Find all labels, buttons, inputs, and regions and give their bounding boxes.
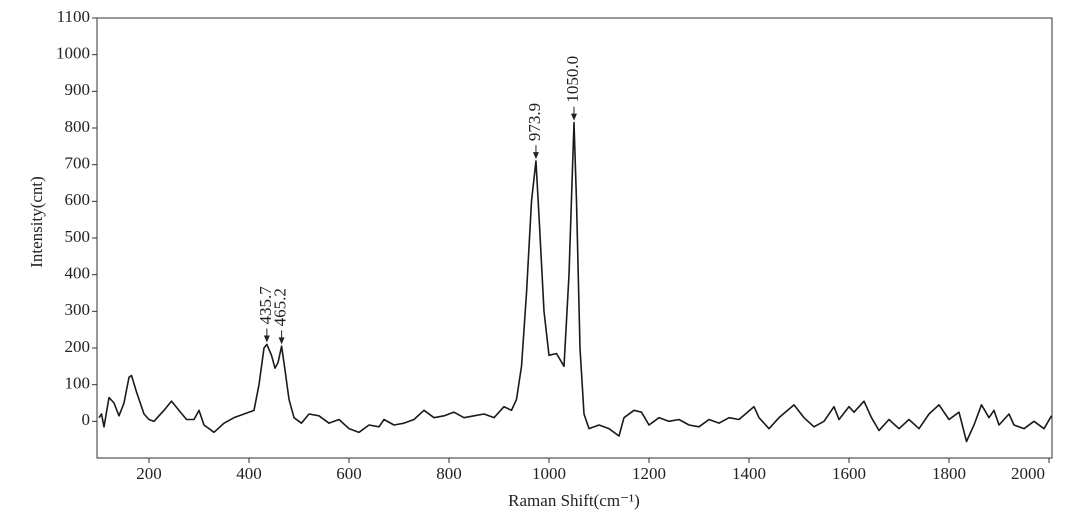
x-tick-label: 1600 [832, 464, 866, 483]
x-tick-label: 600 [336, 464, 362, 483]
annotation-label: 435.7 [256, 286, 275, 325]
x-tick-label: 800 [436, 464, 462, 483]
x-tick-label: 1200 [632, 464, 666, 483]
x-tick-label: 400 [236, 464, 262, 483]
annotation-label: 465.2 [271, 288, 290, 326]
y-tick-label: 800 [65, 117, 91, 136]
annotation-arrowhead [532, 152, 539, 160]
y-tick-label: 1100 [57, 7, 90, 26]
y-tick-label: 1000 [56, 44, 90, 63]
y-tick-label: 100 [65, 374, 91, 393]
y-tick-label: 900 [65, 80, 91, 99]
y-tick-label: 500 [65, 227, 91, 246]
annotation-label: 973.9 [525, 103, 544, 141]
y-tick-label: 0 [82, 410, 91, 429]
y-tick-label: 700 [65, 154, 91, 173]
y-tick-label: 400 [65, 264, 91, 283]
x-axis-label: Raman Shift(cm⁻¹) [508, 491, 640, 510]
spectrum-line [98, 121, 1053, 443]
x-tick-label: 1400 [732, 464, 766, 483]
x-tick-label: 1800 [932, 464, 966, 483]
x-tick-label: 1000 [532, 464, 566, 483]
annotation-arrowhead [278, 337, 285, 345]
x-tick-label: 2000 [1011, 464, 1045, 483]
annotation-arrowhead [263, 335, 270, 343]
y-tick-label: 600 [65, 190, 91, 209]
y-tick-label: 300 [65, 300, 91, 319]
x-tick-label: 200 [136, 464, 162, 483]
annotation-arrowhead [571, 113, 577, 121]
y-axis-label: Intensity(cnt) [27, 176, 46, 268]
annotation-label: 1050.0 [563, 56, 582, 103]
y-tick-label: 200 [65, 337, 91, 356]
